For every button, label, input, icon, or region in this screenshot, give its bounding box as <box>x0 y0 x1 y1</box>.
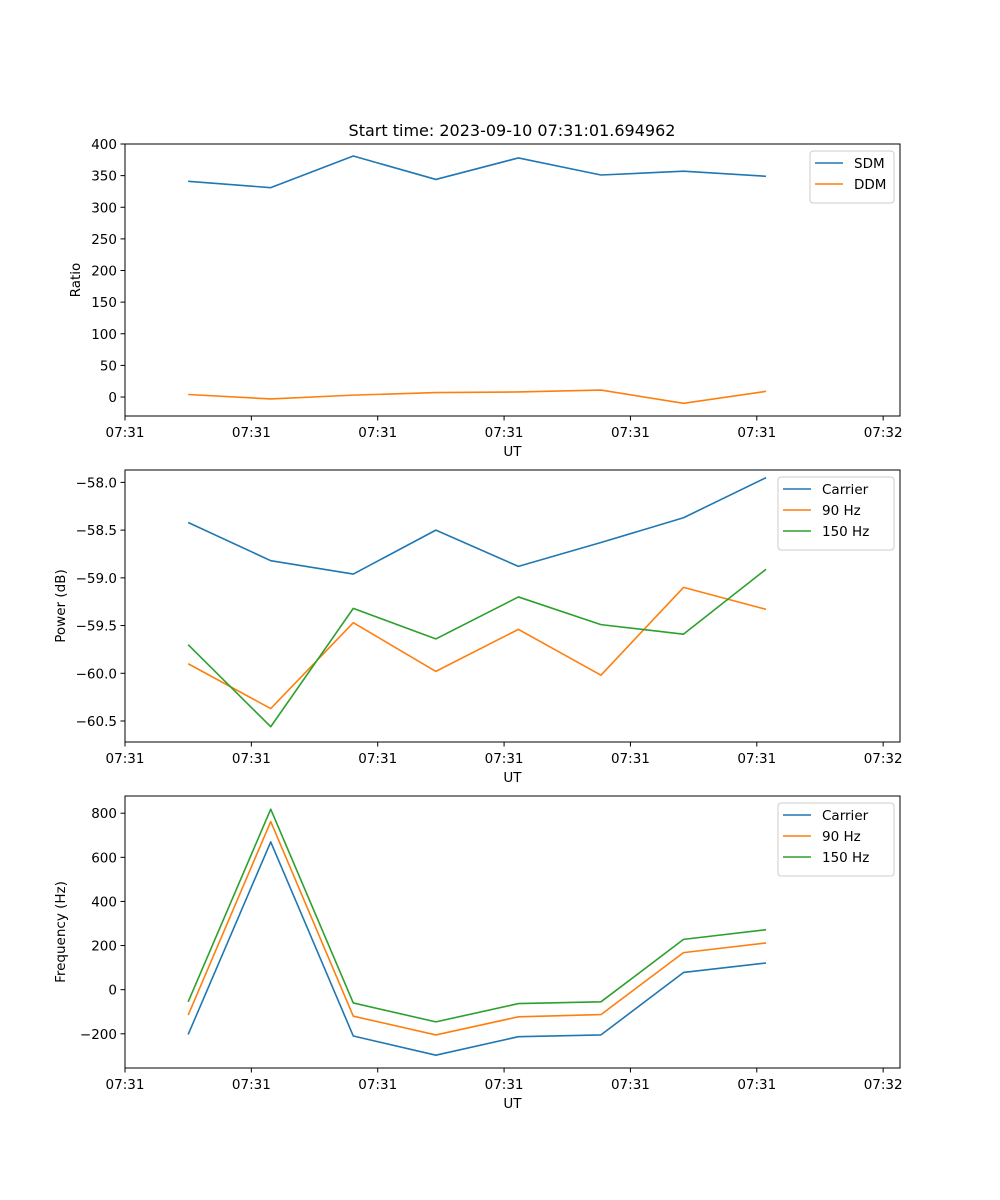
plot1-ytick-label: 50 <box>100 358 117 374</box>
plot3-ytick-label: 400 <box>91 894 117 910</box>
plot2-xtick-label: 07:31 <box>106 751 145 767</box>
plot1-ytick-label: 0 <box>108 390 117 406</box>
plot2-legend-label: 90 Hz <box>822 503 861 519</box>
plot3-ytick-label: −200 <box>80 1027 117 1043</box>
plot3-series-90-hz <box>187 820 767 1036</box>
plot2-ytick-label: −60.5 <box>76 714 117 730</box>
plot1-xtick-label: 07:31 <box>485 425 524 441</box>
plot3-legend-label: 90 Hz <box>822 829 861 845</box>
plot2-ytick-label: −58.5 <box>76 523 117 539</box>
plot1-legend-label: SDM <box>854 156 885 172</box>
plot3-ytick-label: 600 <box>91 850 117 866</box>
plot3-series-carrier <box>187 841 767 1057</box>
figure-title: Start time: 2023-09-10 07:31:01.694962 <box>349 121 676 140</box>
plot1-ytick-label: 200 <box>91 264 117 280</box>
plot2-legend-label: 150 Hz <box>822 524 869 540</box>
plot1-series-sdm <box>188 155 767 189</box>
plot2-ytick-label: −58.0 <box>76 475 117 491</box>
plot1-ytick-label: 350 <box>91 169 117 185</box>
plot3-xtick-label: 07:31 <box>232 1077 271 1093</box>
plot2-axes-frame <box>124 469 901 743</box>
plot1-xtick-label: 07:32 <box>864 425 903 441</box>
plot2-xtick-label: 07:31 <box>358 751 397 767</box>
plot2-series-150-hz <box>187 568 767 728</box>
plot3-ylabel: Frequency (Hz) <box>53 881 69 983</box>
plot3-legend-label: Carrier <box>822 808 869 824</box>
plot1-xtick-label: 07:31 <box>232 425 271 441</box>
plot2-xlabel: UT <box>503 770 522 786</box>
plot2-ylabel: Power (dB) <box>53 569 69 642</box>
plot3-xtick-label: 07:31 <box>106 1077 145 1093</box>
plot1-xtick-label: 07:31 <box>106 425 145 441</box>
plot2-xtick-label: 07:31 <box>485 751 524 767</box>
plot1-ytick-label: 300 <box>91 200 117 216</box>
plot1-ylabel: Ratio <box>68 263 84 298</box>
plot3-axes-frame <box>124 795 901 1069</box>
plot2-ytick-label: −59.0 <box>76 571 117 587</box>
plot2-xtick-label: 07:31 <box>737 751 776 767</box>
plot1-xtick-label: 07:31 <box>358 425 397 441</box>
plot3-xtick-label: 07:31 <box>611 1077 650 1093</box>
plot2-ytick-label: −59.5 <box>76 619 117 635</box>
plot3-xtick-label: 07:31 <box>358 1077 397 1093</box>
plot2-series-carrier <box>187 476 767 575</box>
plot2-series-90-hz <box>187 586 767 710</box>
plot3-xtick-label: 07:31 <box>485 1077 524 1093</box>
plot1-xtick-label: 07:31 <box>611 425 650 441</box>
plot1-ytick-label: 250 <box>91 232 117 248</box>
plot1-axes-frame <box>124 143 901 417</box>
plot3-xtick-label: 07:31 <box>737 1077 776 1093</box>
plot1-legend-label: DDM <box>854 177 886 193</box>
plot2-ytick-label: −60.0 <box>76 666 117 682</box>
plot2-xtick-label: 07:31 <box>232 751 271 767</box>
plot1-legend-box <box>809 150 895 204</box>
plot3-ytick-label: 0 <box>108 983 117 999</box>
plot1-ytick-label: 100 <box>91 327 117 343</box>
plot1-series-ddm <box>188 389 767 405</box>
plot3-series-150-hz <box>187 808 767 1023</box>
plot3-xlabel: UT <box>503 1096 522 1112</box>
plot1-xlabel: UT <box>503 444 522 460</box>
plot1-ytick-label: 400 <box>91 137 117 153</box>
plot1-ytick-label: 150 <box>91 295 117 311</box>
plot1-xtick-label: 07:31 <box>737 425 776 441</box>
plot3-ytick-label: 200 <box>91 939 117 955</box>
plot3-legend-label: 150 Hz <box>822 850 869 866</box>
plot2-legend-label: Carrier <box>822 482 869 498</box>
plot3-xtick-label: 07:32 <box>864 1077 903 1093</box>
plot2-xtick-label: 07:32 <box>864 751 903 767</box>
plot3-ytick-label: 800 <box>91 806 117 822</box>
plot2-xtick-label: 07:31 <box>611 751 650 767</box>
